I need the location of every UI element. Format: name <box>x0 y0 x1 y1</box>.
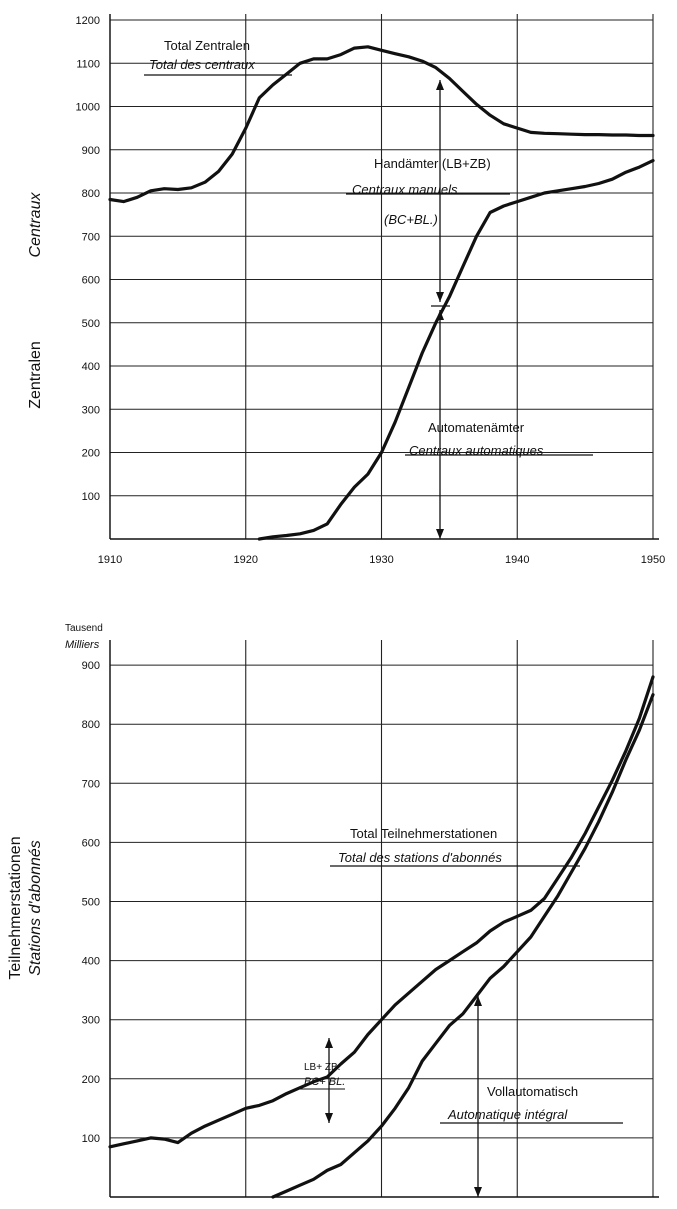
y-tick-label: 200 <box>82 1074 100 1086</box>
top-manual-label-de: Handämter (LB+ZB) <box>374 156 491 171</box>
y-tick-label: 400 <box>82 956 100 968</box>
top-arrow-auto <box>436 310 444 539</box>
top-manual-label-fr1: Centraux manuels <box>352 182 458 197</box>
bottom-auto-label-de: Vollautomatisch <box>487 1084 578 1099</box>
top-ylabel-de: Zentralen <box>27 341 44 409</box>
bottom-grid <box>109 640 659 1198</box>
y-tick-label: 800 <box>82 188 100 200</box>
x-tick-label: 1940 <box>505 554 529 566</box>
bottom-total-label-de: Total Teilnehmerstationen <box>350 826 497 841</box>
y-tick-label: 100 <box>82 1133 100 1145</box>
y-tick-label: 400 <box>82 361 100 373</box>
bottom-ylabel-de: Teilnehmerstationen <box>7 836 24 979</box>
y-tick-label: 300 <box>82 404 100 416</box>
x-tick-label: 1910 <box>98 554 122 566</box>
y-tick-label: 600 <box>82 837 100 849</box>
top-auto-label-fr: Centraux automatiques <box>409 443 544 458</box>
y-tick-label: 1100 <box>76 58 100 70</box>
series-line-2 <box>271 693 655 1199</box>
y-tick-label: 700 <box>82 231 100 243</box>
x-tick-label: 1930 <box>369 554 393 566</box>
y-tick-label: 800 <box>82 719 100 731</box>
top-y-tick-labels: 100 200 300 400 500 600 700 800 900 1000 1100 1200 <box>76 15 100 503</box>
top-total-label-fr: Total des centraux <box>149 57 255 72</box>
bottom-series <box>108 675 655 1199</box>
bottom-manual-label-fr: BC+ BL. <box>304 1076 345 1088</box>
top-arrow-manual <box>431 80 450 307</box>
bottom-unit-fr: Milliers <box>65 639 100 651</box>
series-line-2 <box>257 159 655 541</box>
bottom-arrow-auto <box>474 996 482 1197</box>
y-tick-label: 500 <box>82 318 100 330</box>
y-tick-label: 600 <box>82 275 100 287</box>
bottom-manual-label-de: LB+ ZB. <box>304 1062 340 1073</box>
x-tick-label: 1920 <box>234 554 258 566</box>
y-tick-label: 900 <box>82 660 100 672</box>
x-tick-label: 1950 <box>641 554 665 566</box>
series-line-1 <box>108 45 655 204</box>
bottom-auto-label-fr: Automatique intégral <box>447 1107 568 1122</box>
bottom-total-label-fr: Total des stations d'abonnés <box>338 850 502 865</box>
y-tick-label: 900 <box>82 145 100 157</box>
chart-centraux: 100200300400500600700800900100011001200 … <box>27 14 665 566</box>
y-tick-label: 500 <box>82 897 100 909</box>
y-tick-label: 1000 <box>76 102 100 114</box>
bottom-unit-de: Tausend <box>65 623 103 634</box>
top-auto-label-de: Automatenämter <box>428 420 525 435</box>
top-manual-label-fr2: (BC+BL.) <box>384 212 438 227</box>
top-total-label-de: Total Zentralen <box>164 38 250 53</box>
bottom-ylabel-fr: Stations d'abonnés <box>27 840 44 976</box>
y-tick-label: 200 <box>82 448 100 460</box>
top-x-tick-labels: 1910 1920 1930 1940 1950 <box>98 554 665 566</box>
y-tick-label: 300 <box>82 1015 100 1027</box>
y-tick-label: 100 <box>82 491 100 503</box>
top-grid <box>109 14 659 540</box>
top-ylabel-fr: Centraux <box>27 192 44 258</box>
y-tick-label: 700 <box>82 778 100 790</box>
bottom-arrow-manual <box>325 1038 333 1123</box>
series-line-1 <box>108 675 655 1149</box>
y-tick-label: 1200 <box>76 15 100 27</box>
bottom-y-tick-labels: 100 200 300 400 500 600 700 800 900 <box>82 660 100 1145</box>
top-series <box>108 45 655 541</box>
